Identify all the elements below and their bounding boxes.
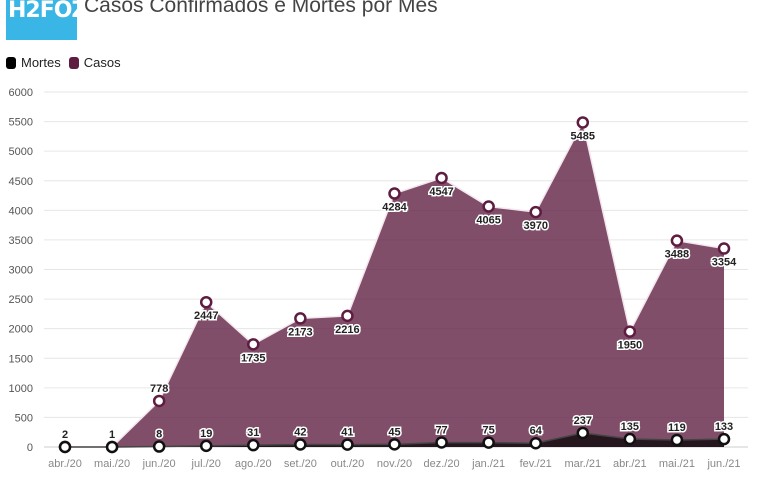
data-label-casos: 1 (109, 429, 115, 441)
data-label-mortes: 119 (668, 422, 686, 434)
data-label-mortes: 237 (574, 415, 592, 427)
y-tick-label: 0 (27, 442, 33, 454)
x-tick-label: set./20 (284, 458, 317, 470)
point-mortes (199, 439, 213, 453)
point-casos (623, 325, 637, 338)
point-casos (341, 309, 354, 323)
x-tick-label: abr./21 (613, 458, 647, 470)
y-tick-label: 4000 (9, 205, 33, 217)
y-tick-label: 500 (15, 412, 33, 424)
data-label-casos: 2447 (194, 310, 218, 322)
x-tick-label: dez./20 (424, 458, 460, 470)
legend-label-casos: Casos (83, 55, 121, 70)
legend-swatch-casos (68, 56, 79, 69)
y-tick-label: 1000 (9, 383, 33, 395)
point-mortes (576, 426, 590, 440)
x-tick-label: mai./20 (94, 458, 130, 470)
y-tick-label: 3500 (9, 235, 33, 247)
point-mortes (670, 433, 684, 447)
y-tick-label: 5000 (9, 146, 33, 158)
data-label-mortes: 135 (621, 421, 639, 433)
point-mortes (717, 432, 731, 446)
y-tick-label: 2000 (9, 324, 33, 336)
legend-label-mortes: Mortes (21, 55, 61, 70)
x-tick-label: mar./21 (564, 458, 601, 470)
data-label-casos: 1950 (618, 340, 642, 352)
data-label-casos: 2173 (288, 326, 312, 338)
x-tick-label: jun./20 (142, 458, 176, 470)
point-mortes (341, 438, 354, 451)
data-label-casos: 778 (150, 383, 168, 395)
y-tick-label: 4500 (9, 176, 33, 188)
point-casos (435, 171, 448, 185)
y-tick-label: 2500 (9, 294, 33, 306)
data-label-casos: 1735 (241, 352, 265, 364)
data-label-casos: 3354 (712, 257, 737, 269)
x-tick-label: jul./20 (191, 458, 221, 470)
x-tick-label: ago./20 (235, 458, 272, 470)
data-label-mortes: 75 (483, 425, 495, 437)
data-label-casos: 3488 (665, 249, 689, 261)
y-tick-label: 1500 (9, 353, 33, 365)
point-mortes (435, 436, 448, 449)
point-mortes (105, 440, 119, 454)
legend-swatch-mortes (6, 56, 16, 69)
y-tick-label: 3000 (9, 265, 33, 277)
point-mortes (623, 432, 637, 446)
x-tick-label: mai./21 (659, 458, 695, 470)
data-label-mortes: 133 (715, 421, 733, 433)
x-tick-label: jan./21 (471, 458, 505, 470)
data-label-casos: 2 (62, 429, 68, 441)
area-mortes (65, 432, 724, 447)
area-casos (65, 122, 724, 448)
point-mortes (247, 438, 260, 452)
point-mortes (294, 438, 307, 451)
legend-item-casos[interactable]: Casos (68, 55, 121, 70)
point-casos (152, 394, 166, 408)
x-tick-label: fev./21 (520, 458, 552, 470)
x-tick-label: out./20 (331, 458, 365, 470)
data-label-casos: 4547 (429, 186, 453, 198)
chart-title: Casos Confirmados e Mortes por Mês (84, 0, 438, 17)
point-casos (199, 295, 213, 309)
point-casos (247, 338, 260, 351)
data-label-mortes: 64 (530, 425, 543, 437)
x-tick-label: abr./20 (48, 458, 82, 470)
point-casos (388, 187, 401, 200)
data-label-casos: 2216 (335, 324, 359, 336)
point-casos (482, 200, 495, 213)
data-label-mortes: 42 (294, 427, 306, 439)
data-label-mortes: 77 (435, 424, 447, 436)
data-label-mortes: 8 (156, 429, 162, 441)
point-casos (576, 116, 590, 129)
point-casos (670, 234, 684, 247)
x-tick-label: nov./20 (377, 458, 412, 470)
data-label-mortes: 45 (388, 426, 400, 438)
data-label-mortes: 41 (341, 427, 353, 439)
h2foz-logo: H2FOZ (6, 0, 87, 40)
data-label-casos: 5485 (571, 130, 595, 142)
data-label-casos: 3970 (523, 220, 547, 232)
point-casos (529, 205, 542, 219)
y-tick-label: 6000 (9, 87, 33, 99)
legend-item-mortes[interactable]: Mortes (6, 55, 61, 70)
point-mortes (482, 436, 495, 449)
legend: Mortes Casos (6, 55, 129, 70)
point-casos (294, 312, 307, 325)
point-mortes (529, 436, 542, 450)
x-tick-label: jun./21 (706, 458, 740, 470)
data-label-casos: 4284 (382, 202, 407, 214)
point-mortes (58, 440, 72, 454)
y-tick-label: 5500 (9, 117, 33, 129)
data-label-mortes: 31 (247, 427, 259, 439)
point-mortes (388, 438, 401, 451)
data-label-casos: 4065 (476, 214, 500, 226)
data-label-mortes: 19 (200, 428, 212, 440)
point-mortes (152, 440, 166, 453)
point-casos (717, 242, 731, 255)
